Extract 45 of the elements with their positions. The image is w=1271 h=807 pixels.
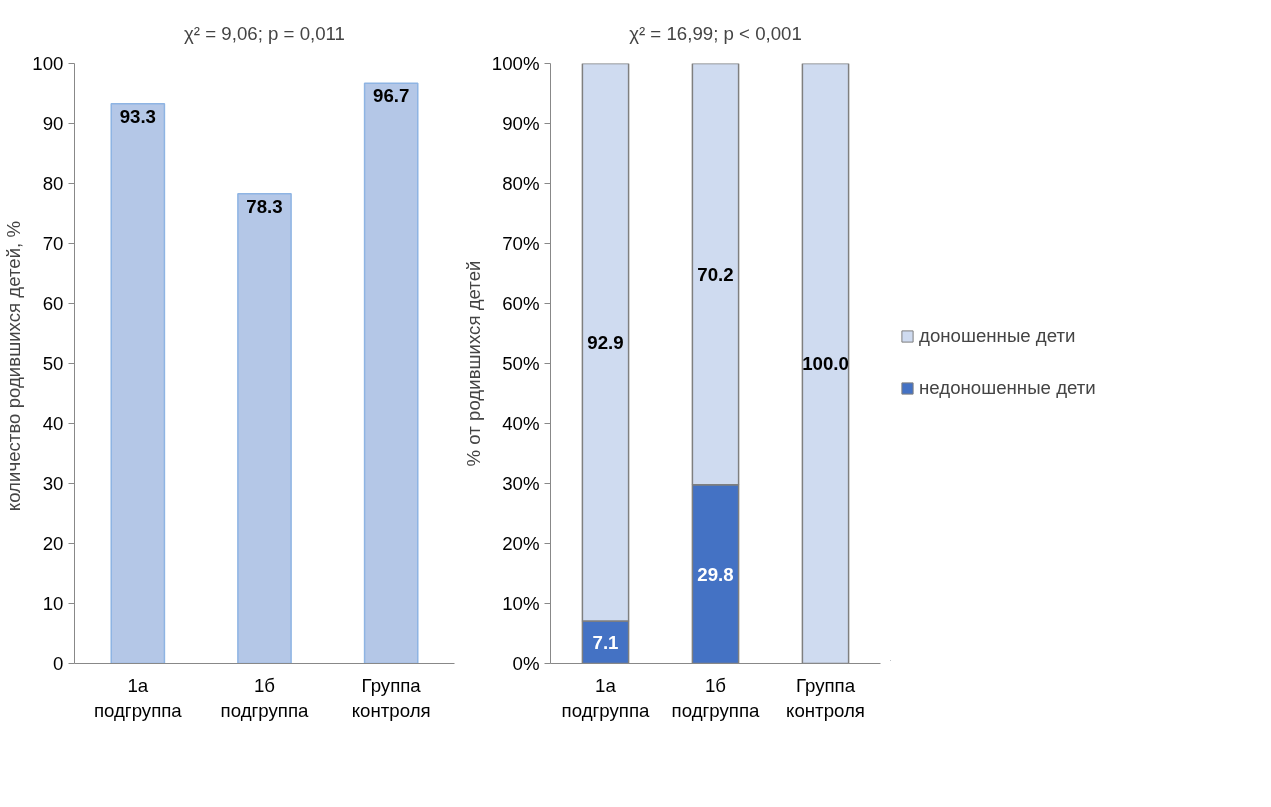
x-tick-label: 1б подгруппа xyxy=(671,674,761,721)
y-tick-label: 0% xyxy=(512,653,540,674)
y-tick-label: 80% xyxy=(502,173,540,194)
y-tick-label: 20 xyxy=(42,533,64,554)
y-tick-label: 80 xyxy=(42,173,64,194)
y-axis-title: % от родившихся детей xyxy=(462,260,484,467)
y-tick-label: 70% xyxy=(502,233,540,254)
x-tick-label: Группа контроля xyxy=(351,674,431,721)
x-tick-label: Группа контроля xyxy=(786,674,865,721)
y-tick-label: 60% xyxy=(502,293,540,314)
y-tick-label: 90% xyxy=(502,113,540,134)
y-tick-label: 70 xyxy=(42,233,64,254)
bar xyxy=(363,82,419,664)
data-label: 70.2 xyxy=(697,263,734,285)
y-tick-label: 10% xyxy=(502,593,540,614)
y-tick-label: 0 xyxy=(53,653,64,674)
bar xyxy=(237,192,292,664)
x-tick-label: 1а подгруппа xyxy=(93,674,183,721)
data-label: 93.3 xyxy=(119,105,156,127)
y-tick-label: 50% xyxy=(502,353,540,374)
y-tick-label: 100% xyxy=(491,53,540,74)
y-tick-label: 20% xyxy=(502,533,540,554)
data-label: 78.3 xyxy=(246,195,283,217)
y-tick-label: 90 xyxy=(42,113,64,134)
y-tick-label: 30% xyxy=(502,473,540,494)
y-tick-label: 60 xyxy=(42,293,64,314)
x-tick-label: 1а подгруппа xyxy=(561,674,651,721)
y-tick-label: 100 xyxy=(32,53,64,74)
data-label: 96.7 xyxy=(373,85,410,107)
data-label: 29.8 xyxy=(697,563,734,585)
y-tick-label: 40% xyxy=(502,413,540,434)
data-label: 92.9 xyxy=(587,331,624,353)
bar xyxy=(110,102,166,664)
data-label: 7.1 xyxy=(592,631,619,653)
y-tick-label: 50 xyxy=(42,353,64,374)
legend-label: доношенные дети xyxy=(919,324,1076,347)
y-tick-label: 30 xyxy=(42,473,64,494)
y-axis-title: количество родившихся детей, % xyxy=(3,220,25,512)
text: χ² = 9,06; p = 0,011 xyxy=(184,22,345,44)
text: χ² = 16,99; p < 0,001 xyxy=(629,22,802,44)
y-tick-label: 10 xyxy=(42,593,64,614)
data-label: 100.0 xyxy=(802,353,849,374)
legend-label: недоношенные дети xyxy=(919,376,1096,399)
x-tick-label: 1б подгруппа xyxy=(220,674,310,721)
y-tick-label: 40 xyxy=(42,413,64,434)
